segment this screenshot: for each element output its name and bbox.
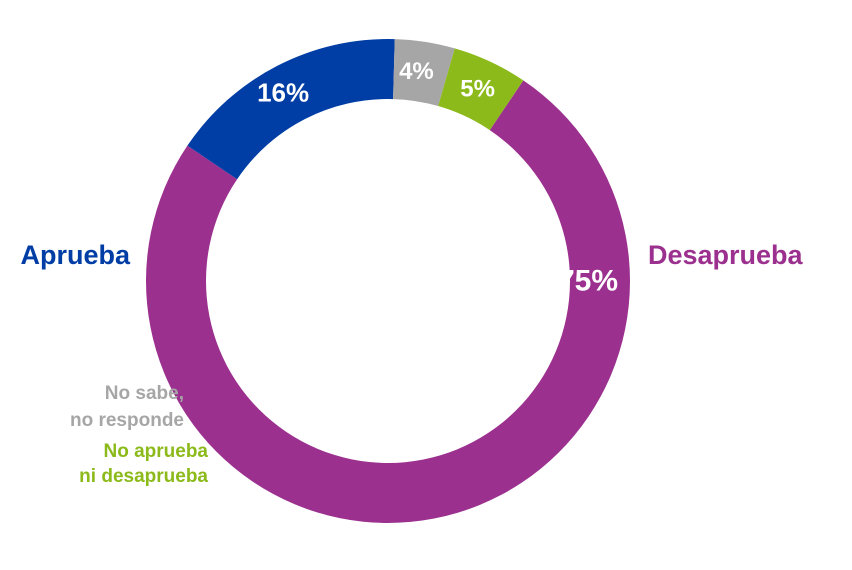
value-label-16-percent: 16% — [257, 77, 309, 107]
label-aprueba: Aprueba — [20, 240, 131, 270]
donut-slices — [146, 39, 631, 523]
value-label-75-percent: 75% — [558, 265, 618, 298]
label-ni-line1: No aprueba — [103, 441, 208, 462]
slice-no-sabe-no-responde — [393, 39, 455, 107]
label-no-sabe-line2: no responde — [70, 410, 184, 431]
label-desaprueba: Desaprueba — [648, 240, 804, 270]
category-labels: Aprueba Desaprueba No sabe, no responde … — [20, 240, 803, 487]
label-ni-line2: ni desaprueba — [79, 466, 208, 487]
value-labels: 75% 16% 4% 5% — [257, 58, 618, 298]
value-label-4-percent: 4% — [399, 58, 434, 85]
slice-aprueba — [187, 39, 395, 180]
slice-no-aprueba-ni-desaprueba — [438, 48, 524, 131]
label-no-sabe-line1: No sabe, — [105, 383, 184, 404]
value-label-5-percent: 5% — [460, 75, 495, 102]
